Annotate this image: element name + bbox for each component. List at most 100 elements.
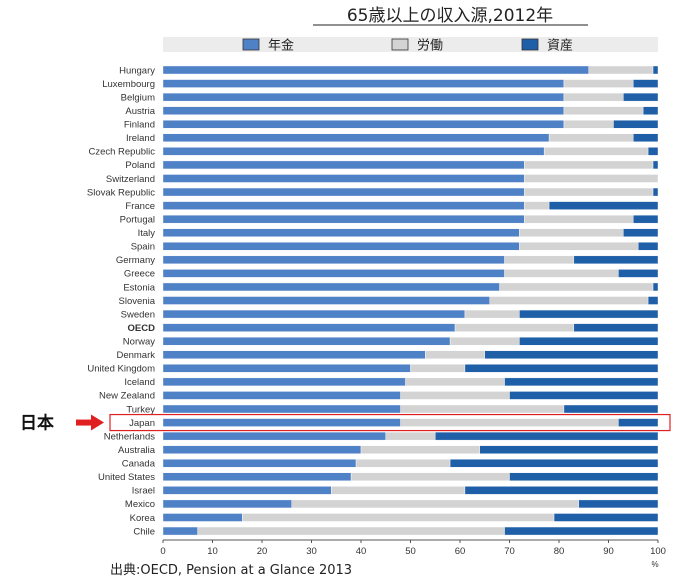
bar-oecd-series-3 [573, 323, 659, 332]
bar-oecd-series-1 [162, 323, 456, 332]
legend-label-3: 資産 [547, 38, 573, 54]
category-label-austria: Austria [125, 106, 155, 117]
bar-czech-republic-series-1 [162, 147, 545, 156]
bar-japan-series-1 [162, 418, 401, 427]
bar-greece-series-3 [618, 269, 659, 278]
bar-austria-series-1 [162, 106, 565, 115]
bar-belgium-series-3 [623, 92, 659, 102]
category-label-japan: Japan [129, 418, 155, 429]
bar-australia-series-1 [162, 445, 362, 454]
bar-spain-series-3 [638, 242, 659, 251]
bar-austria-series-3 [642, 106, 659, 115]
bar-hungary-series-3 [652, 65, 659, 75]
bar-israel-series-3 [464, 486, 659, 495]
bar-denmark-series-1 [162, 350, 426, 359]
legend-background [163, 37, 658, 52]
bar-finland-series-2 [563, 120, 614, 129]
category-label-norway: Norway [123, 337, 155, 348]
bar-japan-series-3 [618, 418, 659, 427]
x-tick-label-60: 60 [455, 546, 466, 557]
category-label-luxembourg: Luxembourg [102, 79, 155, 90]
japan-callout: 日本 [20, 413, 671, 434]
bar-australia-series-2 [360, 445, 481, 454]
bar-poland-series-3 [652, 160, 659, 170]
category-label-portugal: Portugal [120, 214, 155, 225]
chart-title: 65歳以上の収入源,2012年 [347, 6, 553, 26]
bar-czech-republic-series-2 [543, 147, 649, 156]
bar-italy-series-1 [162, 228, 520, 237]
bar-netherlands-series-1 [162, 431, 386, 441]
category-label-hungary: Hungary [119, 65, 155, 76]
bar-united-kingdom-series-1 [162, 364, 411, 373]
category-label-france: France [125, 201, 155, 212]
category-label-greece: Greece [124, 269, 155, 280]
x-axis: 0 10 20 30 40 50 60 70 80 90 100% [160, 539, 666, 569]
bar-czech-republic-series-3 [647, 147, 659, 156]
category-label-italy: Italy [138, 228, 156, 239]
bar-slovenia-series-1 [162, 296, 490, 305]
bar-united-states-series-2 [350, 472, 510, 481]
bar-korea-series-3 [553, 513, 659, 522]
bar-chile-series-2 [197, 526, 505, 536]
bar-sweden-series-3 [519, 309, 659, 319]
bar-canada-series-3 [449, 459, 659, 468]
x-tick-label-70: 70 [504, 546, 515, 557]
bar-germany-series-1 [162, 255, 505, 265]
bar-sweden-series-2 [464, 309, 520, 319]
bar-spain-series-2 [519, 242, 639, 251]
bar-oecd-series-2 [454, 323, 575, 332]
bar-france-series-3 [548, 201, 659, 210]
x-tick-label-40: 40 [356, 546, 367, 557]
category-label-spain: Spain [131, 242, 155, 253]
bar-turkey-series-2 [400, 404, 565, 414]
bar-greece-series-1 [162, 269, 505, 278]
category-label-oecd: OECD [128, 323, 156, 334]
bar-belgium-series-2 [563, 92, 624, 102]
category-label-united-kingdom: United Kingdom [87, 364, 155, 375]
x-tick-label-50: 50 [405, 546, 416, 557]
bar-belgium-series-1 [162, 92, 565, 102]
x-tick-label-80: 80 [554, 546, 565, 557]
bar-korea-series-1 [162, 513, 243, 522]
legend-label-2: 労働 [417, 39, 443, 54]
category-label-mexico: Mexico [125, 499, 155, 510]
bar-estonia-series-1 [162, 282, 500, 292]
bar-luxembourg-series-2 [563, 79, 634, 88]
legend: 年金 労働 資産 [163, 37, 658, 54]
bar-slovak-republic-series-3 [652, 187, 659, 197]
bar-chile-series-3 [504, 526, 659, 536]
bar-switzerland-series-1 [162, 174, 525, 183]
japan-callout-label: 日本 [20, 413, 54, 434]
bar-united-kingdom-series-2 [410, 364, 466, 373]
bar-switzerland-series-2 [524, 174, 659, 183]
bar-canada-series-2 [355, 459, 451, 468]
bar-united-kingdom-series-3 [464, 364, 659, 373]
x-tick-label-100: 100 [650, 546, 666, 557]
bar-japan-series-2 [400, 418, 619, 427]
bar-italy-series-2 [519, 228, 624, 237]
bar-chile-series-1 [162, 526, 198, 536]
bar-sweden-series-1 [162, 309, 466, 319]
bar-australia-series-3 [479, 445, 659, 454]
bar-slovak-republic-series-1 [162, 187, 525, 197]
bar-portugal-series-1 [162, 214, 525, 224]
bar-austria-series-2 [563, 106, 644, 115]
category-label-poland: Poland [125, 160, 155, 171]
bar-norway-series-1 [162, 337, 451, 346]
category-label-denmark: Denmark [116, 350, 155, 361]
legend-label-1: 年金 [268, 38, 294, 54]
bar-finland-series-3 [613, 120, 659, 129]
category-label-netherlands: Netherlands [104, 431, 155, 442]
category-label-chile: Chile [133, 526, 155, 537]
bar-netherlands-series-2 [385, 431, 436, 441]
bar-hungary-series-2 [588, 65, 654, 75]
bar-iceland-series-3 [504, 377, 659, 387]
category-label-germany: Germany [116, 255, 155, 266]
category-label-korea: Korea [130, 513, 156, 524]
x-tick-label-90: 90 [603, 546, 614, 557]
plot-area: Hungary Luxembourg Belgium Austria Finland Ir… [87, 65, 659, 537]
bar-denmark-series-3 [484, 350, 659, 359]
category-label-australia: Australia [118, 445, 156, 456]
bar-luxembourg-series-3 [633, 79, 659, 88]
